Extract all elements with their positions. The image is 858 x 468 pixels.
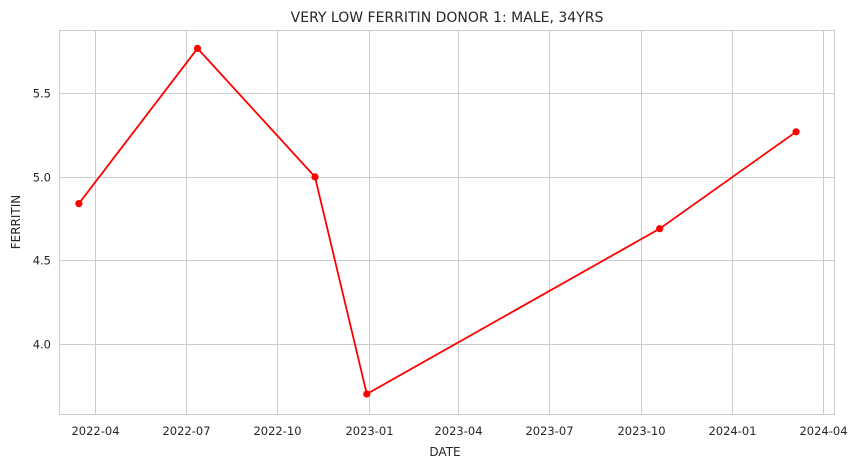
- x-tick-label: 2024-04: [799, 424, 847, 438]
- y-tick-label: 4.0: [33, 338, 51, 352]
- x-tick-label: 2023-10: [617, 424, 665, 438]
- x-tick-label: 2023-07: [525, 424, 573, 438]
- data-point: [656, 225, 664, 233]
- y-tick-label: 4.5: [33, 254, 51, 268]
- y-tick-label: 5.5: [33, 87, 51, 101]
- data-point: [311, 173, 319, 181]
- data-point: [363, 390, 371, 398]
- x-tick-label: 2023-01: [345, 424, 393, 438]
- series-layer: [75, 44, 800, 398]
- x-tick-labels: 2022-04 2022-07 2022-10 2023-01 2023-04 2023-…: [71, 424, 847, 438]
- x-tick-label: 2022-07: [162, 424, 210, 438]
- x-tick-label: 2023-04: [434, 424, 482, 438]
- data-point: [193, 44, 202, 53]
- chart-title: VERY LOW FERRITIN DONOR 1: MALE, 34YRS: [291, 10, 604, 26]
- y-tick-label: 5.0: [33, 171, 51, 185]
- y-axis-label: FERRITIN: [9, 195, 23, 250]
- y-tick-labels: 4.0 4.5 5.0 5.5: [33, 87, 51, 352]
- x-tick-label: 2024-01: [708, 424, 756, 438]
- x-tick-label: 2022-10: [253, 424, 301, 438]
- plot-frame: [59, 30, 835, 415]
- x-tick-label: 2022-04: [71, 424, 119, 438]
- series-line: [78, 47, 797, 395]
- data-point: [75, 200, 83, 208]
- data-point: [792, 128, 800, 136]
- x-axis-label: DATE: [429, 445, 460, 459]
- grid: [59, 30, 834, 414]
